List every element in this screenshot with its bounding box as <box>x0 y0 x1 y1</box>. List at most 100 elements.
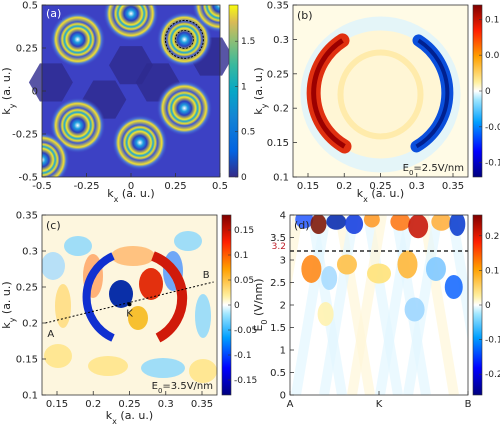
panel-d-ytick-label: 1.5 <box>270 323 286 334</box>
panel-d-ytick-label: 1 <box>280 346 286 357</box>
panel-b-annotation: E0=2.5V/nm <box>403 163 464 177</box>
panel-c-blob <box>44 344 72 368</box>
panel-a-dashed-circle <box>164 19 204 59</box>
panel-c-label-B: B <box>203 270 210 281</box>
panel-b-colorbar-label: 0.1 <box>485 15 499 25</box>
panel-d-feature <box>367 263 391 284</box>
panel-b-ytick-label: 0.3 <box>273 35 289 46</box>
panel-b-ytick-label: 0.1 <box>273 173 289 184</box>
panel-c-blob <box>111 246 155 266</box>
panel-d-feature <box>431 215 452 231</box>
panel-b-ylabel: ky (a. u.) <box>252 67 269 114</box>
panel-d-feature <box>301 255 322 283</box>
panel-b-xlabel: kx (a. u.) <box>357 187 404 204</box>
panel-b-label: (b) <box>297 9 313 22</box>
panel-d-feature <box>425 257 446 281</box>
panel-c-xtick-label: 0.25 <box>118 399 140 410</box>
panel-c-blob <box>55 284 71 328</box>
panel-d-streak <box>319 215 359 395</box>
panel-b-red-core <box>311 38 346 149</box>
panel-d: 3.2 A K B 0 0.5 1 1.5 2 2.5 3 3.5 4 E0 (V/nm) (d) 0.2 0.… <box>252 211 500 411</box>
panel-a-ytick-label: 0.5 <box>22 1 38 12</box>
panel-d-colorbar-label: 0.2 <box>485 232 499 242</box>
panel-b-colorbar-label: -0.05 <box>485 123 500 133</box>
panel-b-content <box>300 16 461 173</box>
panel-b-xtick-label: 0.3 <box>409 181 425 192</box>
panel-a-xlabel: kx (a. u.) <box>107 187 154 204</box>
panel-c-blue-arc <box>82 252 115 342</box>
panel-c-ylabel: ky (a. u.) <box>0 281 17 328</box>
panel-a-ring <box>49 97 106 154</box>
panel-c-xtick-label: 0.3 <box>158 399 174 410</box>
panel-d-ytick-label: 0.5 <box>270 368 286 379</box>
panel-a-ytick-label: -0.5 <box>18 173 38 184</box>
panel-d-feature <box>321 266 338 290</box>
panel-a-colorbar <box>228 4 239 178</box>
panel-d-feature <box>317 302 334 326</box>
panel-d-streak <box>375 215 415 395</box>
panel-d-label: (d) <box>294 219 310 232</box>
panel-b: 0.15 0.2 0.25 0.3 0.35 0.1 0.15 0.2 0.25 0.3 0.35 k… <box>252 1 500 204</box>
panel-b-colorbar-label: -0.1 <box>485 159 500 169</box>
panel-b-ytick-label: 0.2 <box>273 104 289 115</box>
panel-d-ytick-label: 3.5 <box>270 233 286 244</box>
panel-b-ytick-label: 0.35 <box>267 1 289 12</box>
panel-c-k-point <box>127 302 132 307</box>
panel-c-ytick-label: 0.3 <box>22 247 38 258</box>
panel-a-colorbar-label: 0 <box>241 173 247 183</box>
panel-d-hline-label: 3.2 <box>272 242 286 252</box>
panel-d-streak <box>347 215 387 395</box>
panel-d-ytick-label: 3 <box>280 256 286 267</box>
panel-d-feature <box>336 254 357 275</box>
panel-a-ring <box>111 114 168 171</box>
panel-b-colorbar-label: 0 <box>485 87 491 97</box>
panel-c-ytick-label: 0.25 <box>16 283 38 294</box>
panel-a-ytick-label: -0.25 <box>12 130 38 141</box>
panel-c-colorbar-label: -0.05 <box>234 326 257 336</box>
panel-b-xtick-label: 0.15 <box>297 181 319 192</box>
panel-c-colorbar-label: 0.15 <box>234 226 254 236</box>
panel-d-colorbar-label: 0.1 <box>485 266 499 276</box>
panel-c-label: (c) <box>46 219 61 232</box>
panel-a-colorbar-label: 0.5 <box>241 128 255 138</box>
panel-d-content <box>290 215 468 395</box>
panel-c-blob <box>195 294 211 338</box>
panel-b-xtick-label: 0.2 <box>336 181 352 192</box>
panel-a-ytick-label: 0.25 <box>16 44 38 55</box>
panel-c-ytick-label: 0.35 <box>16 211 38 222</box>
panel-a-colorbar-label: 1.5 <box>241 37 255 47</box>
panel-c-center-blue <box>109 280 133 308</box>
panel-c-blob <box>174 231 202 251</box>
panel-c-xtick-label: 0.15 <box>46 399 68 410</box>
panel-d-colorbar-label: -0.1 <box>485 336 500 346</box>
panel-c-annotation: E0=3.5V/nm <box>152 381 213 395</box>
panel-a-label: (a) <box>46 7 61 20</box>
panel-c-colorbar-label: 0.1 <box>234 251 248 261</box>
panel-a-xtick-label: 0 <box>128 181 134 192</box>
panel-c-colorbar-label: 0.05 <box>234 276 254 286</box>
panel-b-blue-core <box>415 38 450 149</box>
panel-c-colorbar-label: -0.1 <box>234 351 252 361</box>
panel-d-feature <box>397 250 418 279</box>
panel-d-feature <box>363 215 380 228</box>
panel-d-colorbar-label: 0 <box>485 301 491 311</box>
panel-d-ytick-label: 0 <box>280 391 286 402</box>
panel-a-xtick-label: 0.25 <box>164 181 186 192</box>
panel-b-ytick-label: 0.15 <box>267 138 289 149</box>
panel-c-label-K: K <box>126 308 133 319</box>
panel-a-xtick-label: -0.25 <box>74 181 100 192</box>
panel-a-ring <box>192 5 220 33</box>
panel-a-xtick-label: 0.5 <box>212 181 228 192</box>
panel-c-path-line <box>45 281 214 324</box>
panel-a-ring <box>42 131 70 177</box>
panel-d-feature <box>345 215 364 234</box>
panel-d-xtick-label: A <box>287 399 294 410</box>
panel-c-label-A: A <box>47 329 54 340</box>
panel-d-ytick-label: 2.5 <box>270 278 286 289</box>
panel-a-ylabel: ky (a. u.) <box>0 67 17 114</box>
panel-a-dark-region <box>28 63 73 102</box>
panel-d-streak <box>291 215 331 395</box>
panel-d-feature <box>449 215 466 236</box>
panel-a-ring <box>103 5 159 42</box>
